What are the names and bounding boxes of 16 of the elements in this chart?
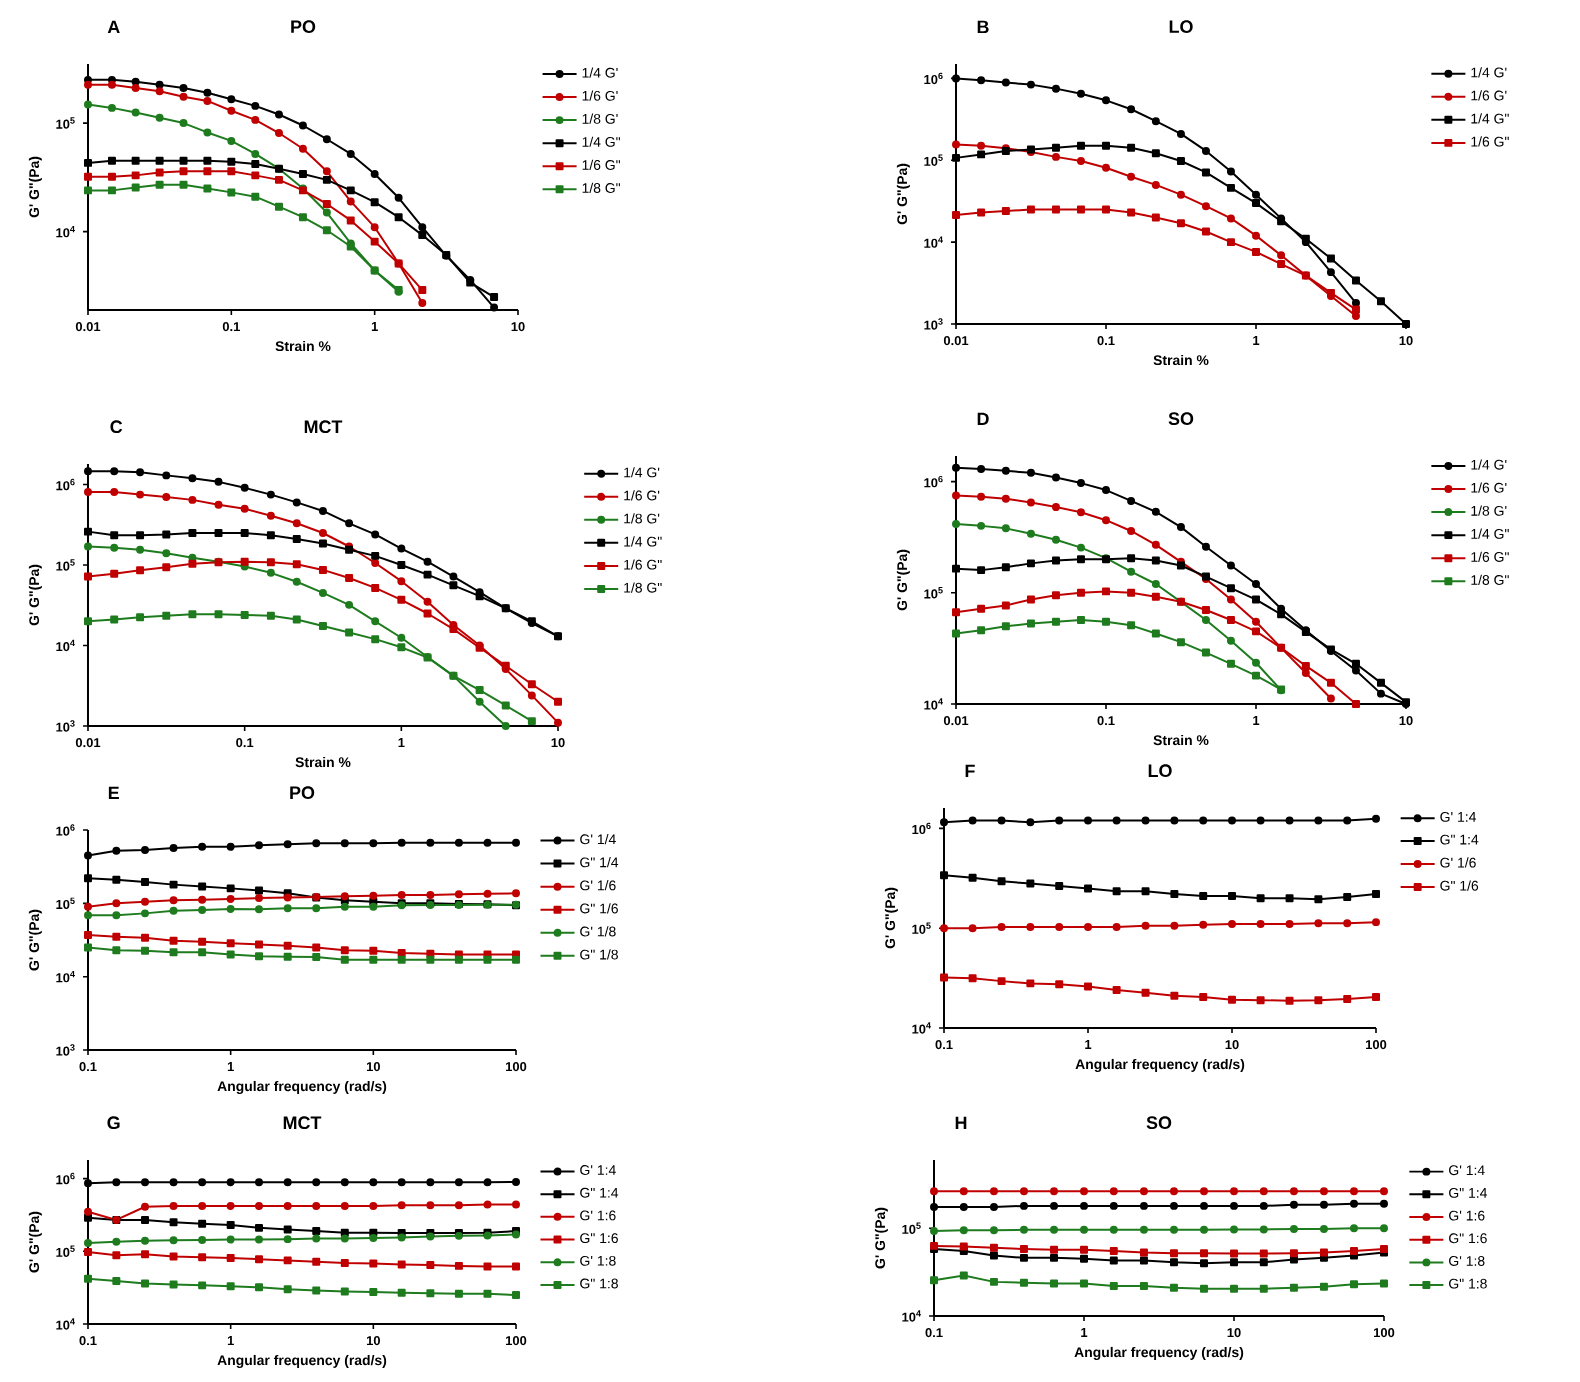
text: E <box>108 786 119 800</box>
chart-title: SO <box>1168 412 1194 426</box>
chart-title: LO <box>1169 20 1193 34</box>
text: C <box>110 420 123 434</box>
text: F <box>965 764 975 778</box>
text: G <box>107 1116 120 1130</box>
chart-title: SO <box>1146 1116 1172 1130</box>
chart-title: MCT <box>283 1116 322 1130</box>
chart-title: PO <box>291 20 316 34</box>
text: B <box>977 20 989 34</box>
text: H <box>955 1116 967 1130</box>
chart-title: PO <box>290 786 315 800</box>
text: D <box>977 412 989 426</box>
text: A <box>107 20 120 34</box>
chart-title: MCT <box>304 420 343 434</box>
chart-title: LO <box>1148 764 1172 778</box>
